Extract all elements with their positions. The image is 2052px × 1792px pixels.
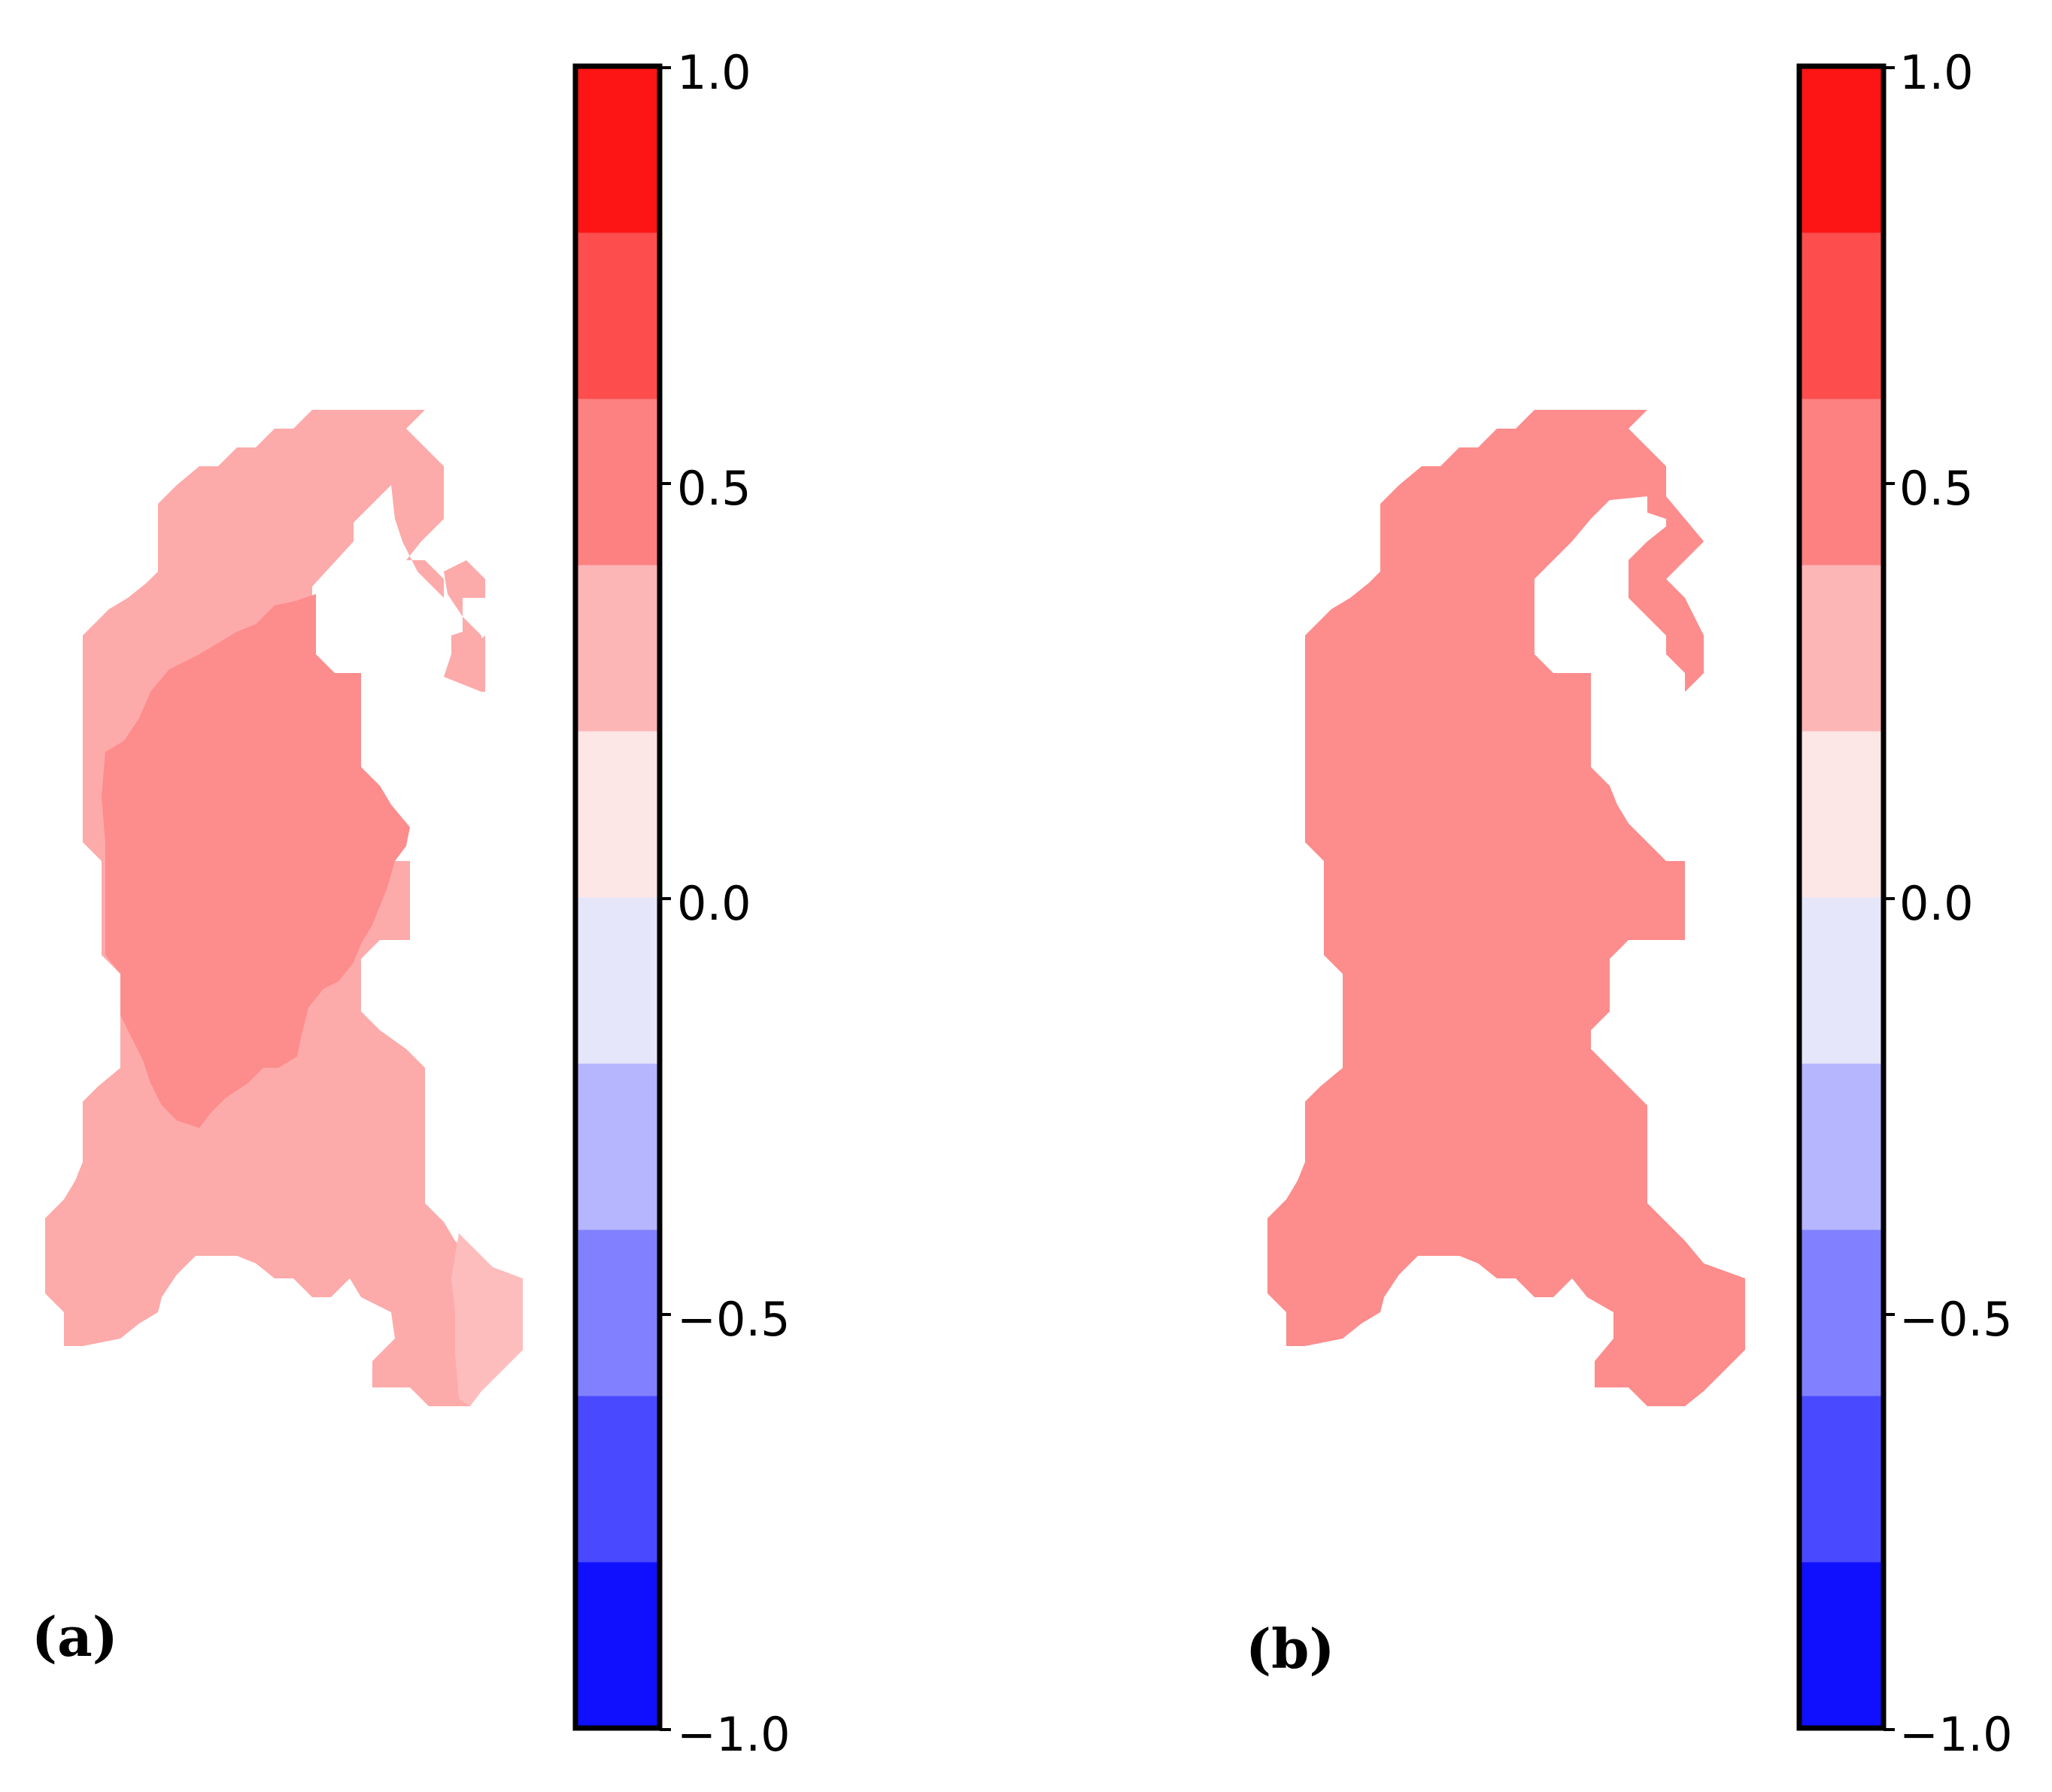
colorbar-b-tick-0: 0.0 bbox=[1899, 876, 1974, 931]
colorbar-segment bbox=[1799, 731, 1884, 898]
colorbar-segment bbox=[575, 399, 660, 565]
panel-a: 1.0 0.5 0.0 −0.5 −1.0 (a) bbox=[32, 45, 791, 1762]
map-a-southeast-patch bbox=[451, 1233, 523, 1406]
colorbar-segment bbox=[1799, 565, 1884, 732]
panel-b: 1.0 0.5 0.0 −0.5 −1.0 (b) bbox=[1246, 45, 2013, 1762]
colorbar-a-tick-0: 0.0 bbox=[677, 876, 751, 931]
colorbar-segment bbox=[1799, 1396, 1884, 1563]
panel-a-label: (a) bbox=[32, 1605, 118, 1669]
map-b bbox=[1267, 410, 1745, 1406]
map-a-core-zone bbox=[102, 594, 410, 1128]
colorbar-b bbox=[1796, 63, 1887, 1731]
colorbar-a bbox=[572, 63, 663, 1731]
colorbar-a-tick-0-5: 0.5 bbox=[677, 461, 751, 516]
colorbar-segment bbox=[1799, 232, 1884, 399]
colorbar-a-tick-neg-1: −1.0 bbox=[677, 1707, 791, 1762]
colorbar-segment bbox=[1799, 1562, 1884, 1729]
colorbar-segment bbox=[575, 66, 660, 233]
colorbar-b-ticks: 1.0 0.5 0.0 −0.5 −1.0 bbox=[1884, 45, 2013, 1762]
colorbar-segment bbox=[1799, 1230, 1884, 1396]
colorbar-segment bbox=[1799, 1063, 1884, 1230]
colorbar-a-tick-1: 1.0 bbox=[677, 45, 751, 100]
map-b-whole-area bbox=[1267, 410, 1745, 1406]
colorbar-segment bbox=[575, 731, 660, 898]
colorbar-a-tick-neg-0-5: −0.5 bbox=[677, 1292, 791, 1347]
colorbar-segment bbox=[575, 232, 660, 399]
colorbar-b-tick-neg-0-5: −0.5 bbox=[1899, 1292, 2013, 1347]
colorbar-segment bbox=[1799, 66, 1884, 233]
colorbar-segment bbox=[1799, 399, 1884, 565]
colorbar-segment bbox=[575, 1396, 660, 1563]
colorbar-b-tick-neg-1: −1.0 bbox=[1899, 1707, 2013, 1762]
colorbar-segment bbox=[575, 1230, 660, 1396]
panel-b-label: (b) bbox=[1246, 1617, 1334, 1681]
colorbar-segment bbox=[1799, 897, 1884, 1064]
map-a bbox=[45, 410, 523, 1406]
map-b-peninsula bbox=[1629, 496, 1704, 692]
colorbar-segment bbox=[575, 1063, 660, 1230]
map-b-gulf bbox=[1534, 496, 1647, 654]
colorbar-segment bbox=[575, 565, 660, 732]
colorbar-segment bbox=[575, 1562, 660, 1729]
colorbar-b-tick-0-5: 0.5 bbox=[1899, 461, 1974, 516]
colorbar-b-tick-1: 1.0 bbox=[1899, 45, 1974, 100]
colorbar-segment bbox=[575, 897, 660, 1064]
colorbar-a-ticks: 1.0 0.5 0.0 −0.5 −1.0 bbox=[660, 45, 791, 1762]
